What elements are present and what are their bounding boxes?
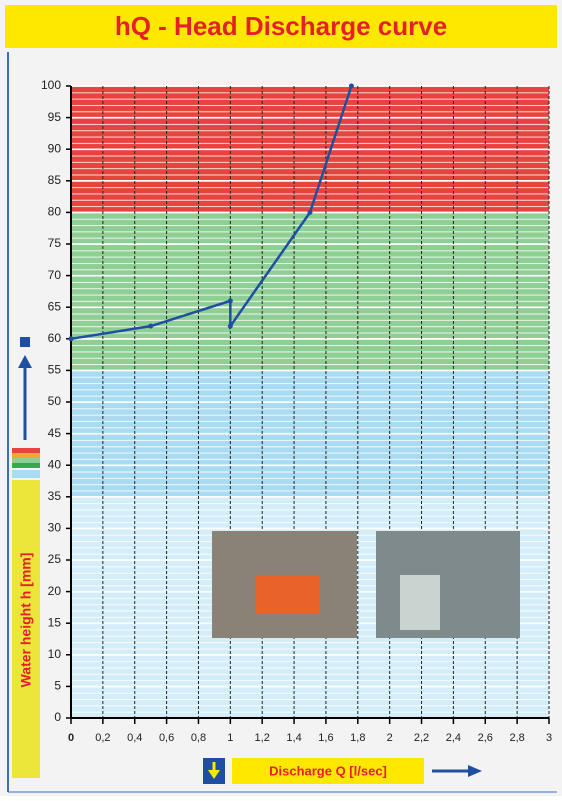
photo-detail (400, 575, 440, 630)
y-tick-label: 90 (48, 141, 62, 155)
legend-stripe (12, 453, 40, 458)
x-tick-label: 2,8 (509, 732, 524, 744)
y-tick-label: 75 (48, 236, 62, 250)
y-tick-label: 0 (54, 710, 61, 724)
y-tick-label: 100 (41, 78, 61, 92)
y-tick-label: 65 (48, 299, 62, 313)
chart-title: hQ - Head Discharge curve (115, 11, 447, 41)
x-tick-label: 2,6 (478, 732, 493, 744)
data-point (307, 209, 313, 215)
x-tick-label: 0,6 (159, 732, 174, 744)
x-tick-label: 0,8 (191, 732, 206, 744)
legend-stripe (12, 458, 40, 463)
plot: 0510152025303540455055606570758085909510… (41, 78, 552, 744)
x-axis-label: Discharge Q [l/sec] (269, 763, 387, 778)
data-point (227, 298, 233, 304)
x-tick-label: 3 (546, 732, 552, 744)
y-tick-label: 85 (48, 173, 62, 187)
y-tick-label: 60 (48, 331, 62, 345)
y-tick-label: 50 (48, 394, 62, 408)
y-tick-label: 95 (48, 110, 62, 124)
x-tick-label: 2 (387, 732, 393, 744)
x-tick-label: 1,8 (350, 732, 365, 744)
x-tick-label: 1,6 (318, 732, 333, 744)
y-tick-label: 5 (54, 679, 61, 693)
y-tick-label: 45 (48, 426, 62, 440)
y-tick-label: 15 (48, 615, 62, 629)
y-tick-label: 10 (48, 647, 62, 661)
data-point (348, 83, 354, 89)
title-bar (5, 5, 557, 48)
y-tick-label: 25 (48, 552, 62, 566)
y-tick-label: 55 (48, 363, 62, 377)
x-tick-label: 1,2 (255, 732, 270, 744)
x-tick-label: 2,4 (446, 732, 461, 744)
photo-detail (255, 575, 320, 613)
photo (376, 531, 520, 638)
y-axis-label: Water height h [mm] (18, 553, 34, 688)
arrow-head (18, 355, 32, 368)
y-tick-label: 30 (48, 521, 62, 535)
x-label-box (232, 758, 424, 784)
y-tick-label: 35 (48, 489, 62, 503)
legend-stripe (12, 470, 40, 478)
y-tick-label: 40 (48, 457, 62, 471)
marker-icon (20, 337, 30, 347)
arrow-head (208, 770, 220, 779)
x-tick-label: 2,2 (414, 732, 429, 744)
data-line (70, 85, 353, 341)
y-label-bar (12, 480, 40, 778)
legend-stripe (12, 448, 40, 453)
data-point (148, 323, 154, 329)
y-tick-label: 80 (48, 205, 62, 219)
data-point (68, 336, 74, 342)
arrow-head (468, 765, 482, 777)
legend-stripe (12, 463, 40, 468)
data-point (227, 323, 233, 329)
x-tick-label: 0,2 (95, 732, 110, 744)
x-tick-label: 0 (68, 732, 74, 744)
y-tick-label: 20 (48, 584, 62, 598)
y-tick-label: 70 (48, 268, 62, 282)
x-tick-label: 0,4 (127, 732, 142, 744)
x-tick-label: 1,4 (286, 732, 301, 744)
x-tick-label: 1 (227, 732, 233, 744)
